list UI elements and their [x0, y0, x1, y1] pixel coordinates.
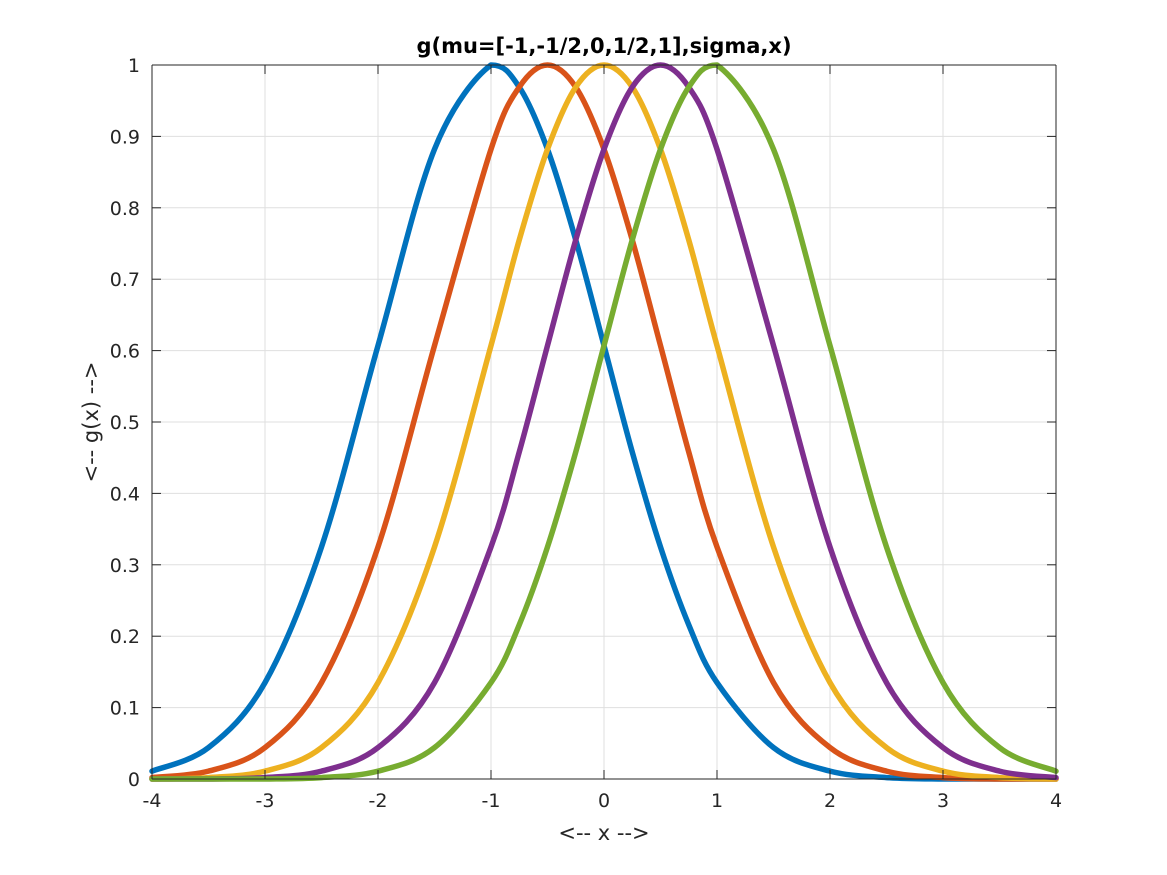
- y-tick-label: 0.8: [110, 198, 140, 220]
- x-tick-label: -3: [256, 790, 275, 812]
- y-tick-label: 0.6: [110, 341, 140, 363]
- x-tick-label: 2: [824, 790, 836, 812]
- x-tick-label: -4: [143, 790, 162, 812]
- x-axis-label: <-- x -->: [558, 821, 649, 845]
- chart-title: g(mu=[-1,-1/2,0,1/2,1],sigma,x): [416, 34, 791, 58]
- x-tick-label: 3: [937, 790, 949, 812]
- x-tick-label: 1: [711, 790, 723, 812]
- y-tick-label: 0.5: [110, 412, 140, 434]
- y-tick-label: 0.3: [110, 555, 140, 577]
- y-tick-label: 0.2: [110, 626, 140, 648]
- x-tick-label: 0: [598, 790, 610, 812]
- y-axis-ticks: 0 0.1 0.2 0.3 0.4 0.5 0.6 0.7 0.8 0.9 1: [110, 55, 1056, 791]
- x-tick-label: -2: [369, 790, 388, 812]
- x-axis-ticks: -4 -3 -2 -1 0 1 2 3 4: [143, 65, 1062, 812]
- x-tick-label: -1: [482, 790, 501, 812]
- y-tick-label: 1: [128, 55, 140, 77]
- y-tick-label: 0.4: [110, 483, 140, 505]
- y-tick-label: 0.1: [110, 698, 140, 720]
- series-line-4: [149, 62, 1059, 782]
- y-tick-label: 0.9: [110, 126, 140, 148]
- plot-area: -4 -3 -2 -1 0 1 2 3 4 00.10.20.30.40.50.60.70.80…: [110, 55, 1062, 812]
- series-line-2: [149, 62, 1059, 782]
- y-tick-label: 0: [128, 769, 140, 791]
- y-tick-label: 0.7: [110, 269, 140, 291]
- grid: [151, 64, 1057, 780]
- y-axis-label: <-- g(x) -->: [79, 362, 103, 483]
- x-tick-label: 4: [1050, 790, 1062, 812]
